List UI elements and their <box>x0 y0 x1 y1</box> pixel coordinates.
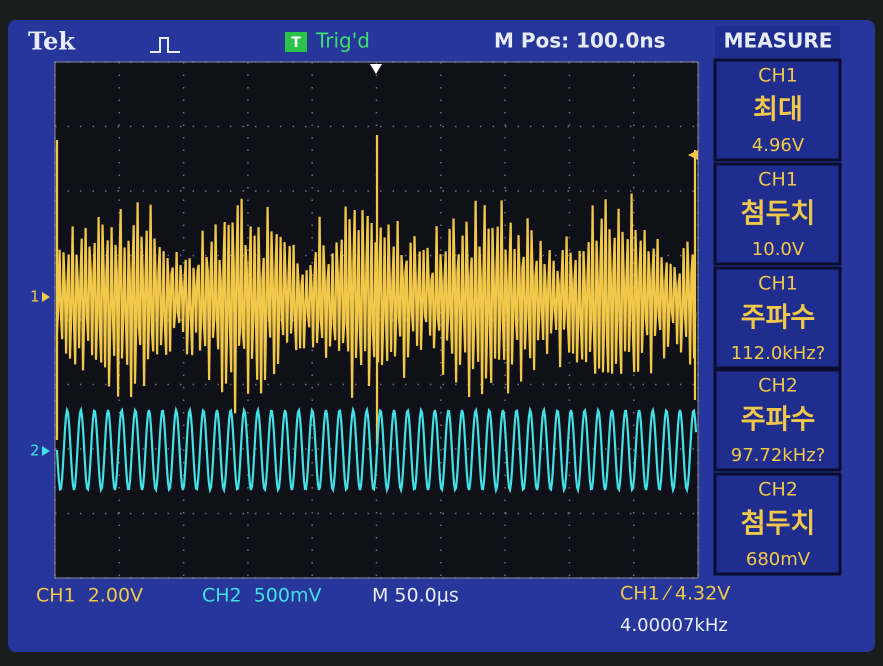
trigger-setting: CH1 ⁄ 4.32V <box>620 583 730 605</box>
measure-source: CH2 <box>758 479 798 501</box>
measure-label: 첨두치 <box>741 509 816 540</box>
measure-label: 첨두치 <box>741 199 816 230</box>
measure-label: 주파수 <box>741 303 816 334</box>
measure-source: CH1 <box>758 65 798 87</box>
ch1-marker: 1 <box>30 288 40 306</box>
ch1-scale: CH1 2.00V <box>36 585 143 607</box>
trigger-icon: T <box>291 35 301 51</box>
measure-value: 680mV <box>746 549 811 570</box>
measure-label: 최대 <box>753 95 803 126</box>
ch2-marker: 2 <box>30 442 40 460</box>
measure-value: 97.72kHz? <box>731 445 826 466</box>
measure-value: 112.0kHz? <box>731 343 826 364</box>
measure-label: 주파수 <box>741 405 816 436</box>
trigger-status: Trig'd <box>315 29 370 53</box>
measure-source: CH1 <box>758 169 798 191</box>
m-position: M Pos: 100.0ns <box>494 29 666 53</box>
oscilloscope-screen: Tek T Trig'd M Pos: 100.0ns MEASURE CH1 최… <box>0 0 883 666</box>
ch2-scale: CH2 500mV <box>202 585 322 607</box>
measure-value: 10.0V <box>752 239 805 260</box>
timebase: M 50.0µs <box>372 585 459 607</box>
measure-source: CH2 <box>758 375 798 397</box>
menu-title: MEASURE <box>724 29 833 53</box>
measure-value: 4.96V <box>752 135 805 156</box>
measure-source: CH1 <box>758 273 798 295</box>
measure-menu: CH1 최대 4.96V CH1 첨두치 10.0V CH1 주파수 112.0kHz? CH2 주… <box>715 60 840 574</box>
trigger-frequency: 4.00007kHz <box>620 615 728 636</box>
brand: Tek <box>28 27 76 56</box>
